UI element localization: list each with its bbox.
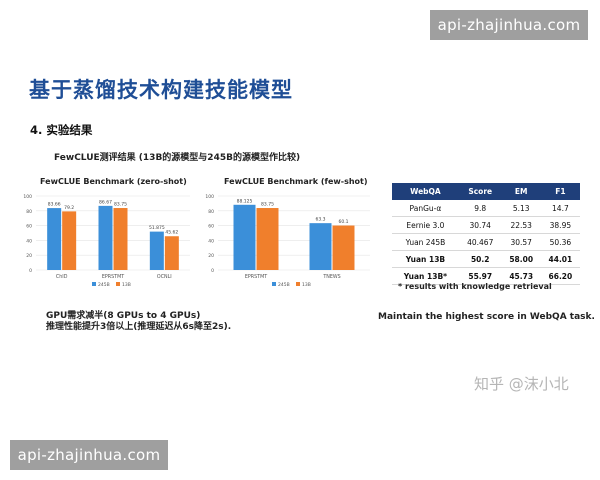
webqa-table: WebQA Score EM F1 PanGu-α 9.8 5.13 14.7 … (392, 183, 580, 285)
table-cell: 38.95 (540, 216, 580, 234)
data-label: 60.1 (338, 219, 348, 225)
x-tick-label: TNEWS (322, 274, 340, 280)
table-row: Yuan 13B 50.2 58.00 44.01 (392, 250, 580, 268)
webqa-header-cell: F1 (540, 183, 580, 200)
table-cell: Eernie 3.0 (392, 216, 459, 234)
few-shot-chart: 0 20 40 60 80 100 88.125 83.75 EPRSTMT 63.3 60.1 TN… (205, 194, 370, 288)
table-cell: 40.467 (458, 233, 502, 251)
table-cell: 22.53 (501, 216, 541, 234)
x-tick-label: OCNLI (157, 274, 172, 280)
y-tick-label: 0 (29, 268, 32, 274)
table-cell: 9.8 (458, 200, 502, 217)
data-label: 51.875 (149, 225, 165, 231)
table-cell: Yuan 13B* (392, 267, 459, 285)
zero-shot-chart-title: FewCLUE Benchmark (zero-shot) (40, 177, 187, 186)
data-label: 63.3 (315, 217, 325, 223)
bar (164, 236, 179, 270)
legend-label: 245B (98, 282, 110, 288)
webqa-summary: Maintain the highest score in WebQA task… (378, 312, 595, 322)
data-label: 86.67 (99, 199, 112, 205)
table-row: Eernie 3.0 30.74 22.53 38.95 (392, 216, 580, 234)
bar (62, 211, 77, 270)
slide-title: 基于蒸馏技术构建技能模型 (29, 78, 293, 102)
gpu-summary-line: 推理性能提升3倍以上(推理延迟从6s降至2s). (46, 322, 232, 332)
y-tick-label: 100 (23, 194, 32, 200)
legend-swatch (296, 282, 300, 286)
table-cell: 30.74 (458, 216, 502, 234)
table-cell: 5.13 (501, 200, 541, 217)
knowledge-retrieval-note: * results with knowledge retrieval (398, 282, 552, 291)
table-cell: Yuan 13B (392, 250, 459, 268)
gpu-summary-line: GPU需求减半(8 GPUs to 4 GPUs) (46, 311, 201, 321)
table-cell: 66.20 (540, 267, 580, 285)
x-tick-label: EPRSTMT (245, 274, 267, 280)
table-row: Yuan 13B* 55.97 45.73 66.20 (392, 267, 580, 285)
bar (332, 225, 355, 270)
y-tick-label: 20 (208, 253, 214, 259)
legend-label: 245B (278, 282, 290, 288)
y-tick-label: 40 (26, 238, 32, 244)
y-tick-label: 100 (205, 194, 214, 200)
section-heading: 4. 实验结果 (30, 123, 93, 137)
zhihu-watermark: 知乎 @沫小北 (474, 375, 569, 393)
fewclue-subtitle: FewCLUE测评结果 (13B的源模型与245B的源模型作比较) (54, 153, 301, 163)
webqa-header-row: WebQA Score EM F1 (392, 183, 580, 200)
legend-swatch (272, 282, 276, 286)
data-label: 79.2 (64, 205, 74, 211)
y-tick-label: 0 (211, 268, 214, 274)
legend-swatch (92, 282, 96, 286)
webqa-header-cell: WebQA (392, 183, 459, 200)
data-label: 83.66 (48, 202, 61, 208)
data-label: 88.125 (237, 198, 253, 204)
table-cell: 50.36 (540, 233, 580, 251)
bar (98, 205, 113, 270)
table-row: Yuan 245B 40.467 30.57 50.36 (392, 233, 580, 251)
bar (47, 208, 62, 270)
legend-swatch (116, 282, 120, 286)
watermark-banner: api-zhajinhua.com (430, 10, 588, 40)
gpu-summary: GPU需求减半(8 GPUs to 4 GPUs) 推理性能提升3倍以上(推理延… (46, 311, 231, 333)
y-tick-label: 80 (26, 209, 32, 215)
x-tick-label: ChID (56, 274, 68, 280)
legend-label: 13B (122, 282, 131, 288)
bar (149, 231, 164, 270)
x-tick-label: EPRSTMT (102, 274, 124, 280)
bar (113, 208, 128, 270)
data-label: 83.75 (114, 202, 127, 208)
table-cell: 58.00 (501, 250, 541, 268)
y-tick-label: 40 (208, 238, 214, 244)
y-tick-label: 60 (26, 224, 32, 230)
table-cell: 55.97 (458, 267, 502, 285)
y-tick-label: 80 (208, 209, 214, 215)
table-cell: 30.57 (501, 233, 541, 251)
table-row: PanGu-α 9.8 5.13 14.7 (392, 200, 580, 217)
bar (256, 208, 279, 270)
table-cell: 45.73 (501, 267, 541, 285)
watermark-banner: api-zhajinhua.com (10, 440, 168, 470)
bar (309, 223, 332, 270)
bar (233, 204, 256, 270)
table-cell: Yuan 245B (392, 233, 459, 251)
table-cell: PanGu-α (392, 200, 459, 217)
few-shot-chart-title: FewCLUE Benchmark (few-shot) (224, 177, 368, 186)
webqa-header-cell: Score (458, 183, 502, 200)
y-tick-label: 60 (208, 224, 214, 230)
legend-label: 13B (302, 282, 311, 288)
table-cell: 14.7 (540, 200, 580, 217)
webqa-header-cell: EM (501, 183, 541, 200)
data-label: 83.75 (261, 202, 274, 208)
table-cell: 50.2 (458, 250, 502, 268)
y-tick-label: 20 (26, 253, 32, 259)
data-label: 45.62 (165, 230, 178, 236)
table-cell: 44.01 (540, 250, 580, 268)
